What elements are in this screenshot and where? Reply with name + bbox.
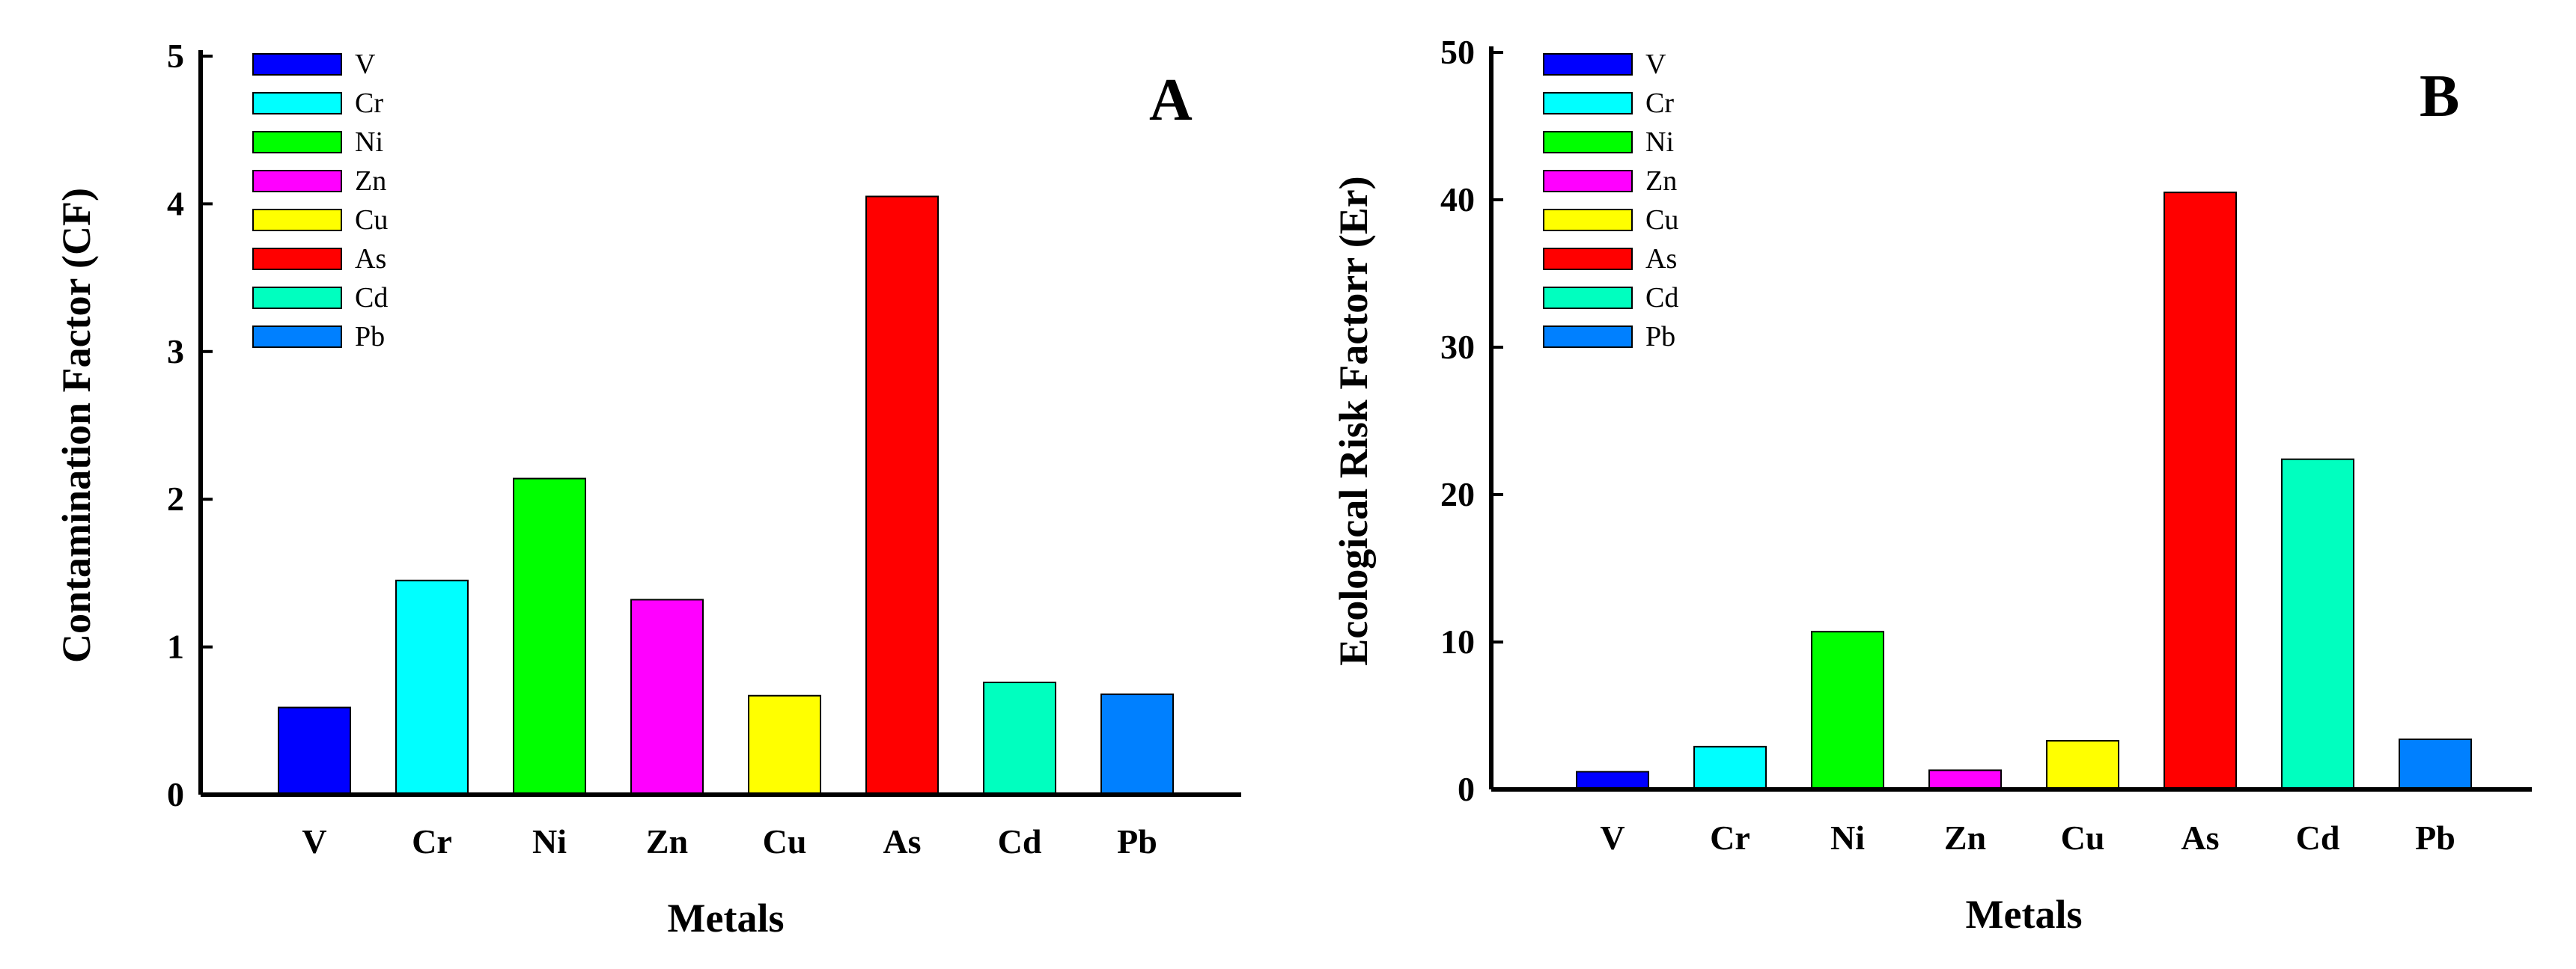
panel-b-x-tick-label: V — [1600, 819, 1625, 857]
panel-b-y-tick-label: 0 — [1458, 770, 1475, 808]
panel-a-legend-swatch — [252, 170, 342, 192]
panel-b-y-tick-label: 30 — [1440, 328, 1475, 366]
panel-b-bar-cr — [1693, 745, 1767, 790]
panel-b-legend-swatch — [1543, 287, 1633, 309]
panel-b-bar-cu — [2046, 739, 2119, 790]
panel-b-legend-label: Pb — [1645, 321, 1675, 352]
panel-a-legend-swatch — [252, 131, 342, 153]
panel-a-y-tick-label: 5 — [167, 37, 184, 75]
panel-a-x-tick-label: Cd — [998, 822, 1042, 861]
panel-a-x-tick-label: Cr — [412, 822, 452, 861]
panel-b-legend-swatch — [1543, 53, 1633, 76]
panel-b-legend-label: As — [1645, 243, 1677, 275]
panel-a-y-tick-label: 4 — [167, 184, 184, 222]
panel-b-bar-zn — [1928, 769, 2002, 791]
panel-a-y-tick-label: 3 — [167, 332, 184, 370]
panel-b-legend-label: Ni — [1645, 126, 1674, 158]
panel-a-legend-label: As — [355, 243, 386, 275]
panel-a-y-axis-title: Contamination Factor (CF) — [54, 188, 99, 663]
panel-a-legend-swatch — [252, 287, 342, 309]
panel-b-bar-pb — [2399, 739, 2472, 791]
panel-b-label: B — [2420, 64, 2459, 129]
panel-b-legend-swatch — [1543, 131, 1633, 153]
panel-a-legend: V Cr Ni Zn Cu As Cd Pb — [252, 49, 388, 352]
panel-a-legend-label: Ni — [355, 126, 383, 158]
panel-b-legend-swatch — [1543, 170, 1633, 192]
panel-b-y-tick-label: 10 — [1440, 623, 1475, 661]
panel-a-y-tick-label: 1 — [167, 628, 184, 666]
panel-a-legend-swatch — [252, 92, 342, 114]
panel-b-x-tick-label: Ni — [1830, 819, 1865, 857]
panel-b-bar-v — [1576, 771, 1649, 790]
panel-a-x-tick-label: V — [302, 822, 326, 861]
panel-b-legend-swatch — [1543, 92, 1633, 114]
panel-b-bar-ni — [1811, 631, 1884, 791]
panel-b-x-tick-label: As — [2181, 819, 2219, 857]
panel-a-bar-cr — [395, 579, 469, 796]
panel-b-legend-label: Cd — [1645, 282, 1678, 314]
panel-b-x-tick-label: Cr — [1710, 819, 1750, 857]
panel-a-bar-as — [865, 195, 939, 795]
panel-a-bar-ni — [513, 477, 586, 796]
panel-a-bar-v — [278, 706, 351, 795]
panel-a-x-tick-label: Ni — [532, 822, 567, 861]
panel-a-bar-cu — [748, 694, 821, 795]
panel-b-x-tick-label: Cd — [2296, 819, 2340, 857]
panel-b-x-tick-label: Pb — [2415, 819, 2455, 857]
panel-a-y-tick-label: 2 — [167, 480, 184, 518]
panel-a-bar-zn — [630, 599, 704, 795]
panel-a-bar-cd — [983, 681, 1056, 796]
panel-a-x-tick-label: As — [883, 822, 921, 861]
panel-b-legend-swatch — [1543, 209, 1633, 231]
panel-b-bar-cd — [2281, 458, 2354, 790]
panel-a-legend-label: Cu — [355, 204, 388, 236]
panel-a-y-tick-label: 0 — [167, 775, 184, 813]
panel-b-legend-label: V — [1645, 49, 1666, 80]
panel-b-x-tick-label: Zn — [1944, 819, 1986, 857]
panel-a-x-tick-label: Zn — [646, 822, 688, 861]
panel-a-label: A — [1149, 67, 1193, 133]
panel-b-legend-label: Zn — [1645, 165, 1677, 197]
panel-a-legend-label: Cr — [355, 88, 383, 119]
panel-b-y-axis-title: Ecological Risk Factorr (Er) — [1331, 176, 1376, 665]
panel-b-bar-as — [2164, 192, 2237, 790]
panel-a-bar-pb — [1100, 693, 1174, 795]
panel-b-legend-swatch — [1543, 325, 1633, 348]
panel-b-y-tick-label: 50 — [1440, 33, 1475, 71]
panel-b-legend: V Cr Ni Zn Cu As Cd Pb — [1543, 49, 1678, 352]
panel-a-legend-label: Cd — [355, 282, 388, 314]
panel-a-x-tick-label: Cu — [763, 822, 807, 861]
panel-a-legend-swatch — [252, 248, 342, 270]
panel-b-x-axis-title: Metals — [1966, 892, 2083, 937]
panel-a-x-axis-title: Metals — [668, 896, 785, 941]
panel-b-y-tick-label: 20 — [1440, 475, 1475, 513]
panel-a-legend-swatch — [252, 209, 342, 231]
panel-a-chart: 0 1 2 3 4 5 V Cr Ni Zn Cu As Cd Pb Metals Contamination… — [54, 37, 1241, 941]
panel-b-y-tick-label: 40 — [1440, 180, 1475, 218]
panel-a-legend-label: Pb — [355, 321, 385, 352]
panel-b-legend-label: Cu — [1645, 204, 1678, 236]
panel-b-legend-swatch — [1543, 248, 1633, 270]
panel-a-legend-label: V — [355, 49, 376, 80]
panel-a-legend-label: Zn — [355, 165, 386, 197]
panel-a-legend-swatch — [252, 325, 342, 348]
panel-a-legend-swatch — [252, 53, 342, 76]
panel-b-x-tick-label: Cu — [2061, 819, 2105, 857]
panel-b-chart: 0 10 20 30 40 50 V Cr Ni Zn Cu As Cd Pb Metals Ecologic… — [1331, 33, 2532, 937]
panel-a-x-tick-label: Pb — [1117, 822, 1157, 861]
panel-b-legend-label: Cr — [1645, 88, 1674, 119]
